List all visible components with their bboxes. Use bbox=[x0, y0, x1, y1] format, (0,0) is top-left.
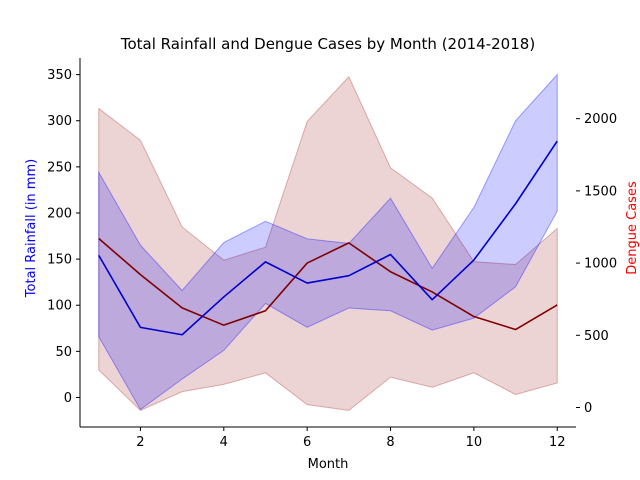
y2-tick-label: 500 bbox=[584, 329, 609, 344]
y2-tick-label: 0 bbox=[584, 401, 592, 416]
y-tick-label: 250 bbox=[47, 160, 72, 175]
x-axis-label: Month bbox=[308, 457, 349, 472]
plot-area: 2 4 6 8 10 12 0 50 100 150 200 250 300 350 0 500 1000 150… bbox=[47, 58, 617, 450]
rainfall-line bbox=[98, 140, 558, 336]
x-tick-label: 12 bbox=[549, 435, 566, 450]
y-tick-label: 0 bbox=[64, 391, 72, 406]
dengue-line bbox=[98, 237, 558, 331]
y-tick-label: 100 bbox=[47, 299, 72, 314]
x-tick-label: 8 bbox=[386, 435, 394, 450]
y-tick-label: 50 bbox=[55, 345, 72, 360]
y-tick-label: 150 bbox=[47, 253, 72, 268]
y2-tick-label: 1500 bbox=[584, 184, 617, 199]
dengue-band bbox=[98, 75, 558, 411]
rainfall-band bbox=[98, 73, 558, 411]
y-tick-label: 200 bbox=[47, 206, 72, 221]
x-tick-label: 6 bbox=[303, 435, 311, 450]
y-tick-label: 300 bbox=[47, 114, 72, 129]
y2-tick-label: 1000 bbox=[584, 257, 617, 272]
y-tick-label: 350 bbox=[47, 68, 72, 83]
chart-title: Total Rainfall and Dengue Cases by Month… bbox=[120, 35, 535, 53]
x-tick-label: 2 bbox=[136, 435, 144, 450]
y2-tick-label: 2000 bbox=[584, 112, 617, 127]
y-axis-label: Total Rainfall (in mm) bbox=[24, 159, 39, 298]
x-tick-label: 4 bbox=[220, 435, 228, 450]
y2-axis-label: Dengue Cases bbox=[625, 181, 640, 275]
x-tick-label: 10 bbox=[466, 435, 483, 450]
